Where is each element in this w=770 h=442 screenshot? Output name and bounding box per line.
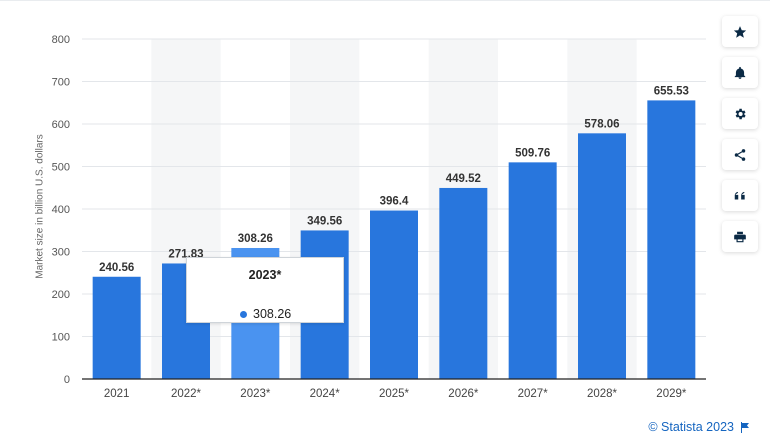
y-tick-label: 700 xyxy=(52,77,70,89)
y-tick-label: 0 xyxy=(64,374,70,386)
tooltip-value: 308.26 xyxy=(253,307,292,321)
chart-tooltip: 2023* 308.26 xyxy=(186,257,344,323)
y-tick-label: 200 xyxy=(52,289,70,301)
credit-text: © Statista 2023 xyxy=(648,420,734,434)
side-toolbar xyxy=(722,16,758,252)
y-tick-label: 800 xyxy=(52,34,70,46)
data-label: 308.26 xyxy=(238,233,273,245)
data-label: 655.53 xyxy=(654,85,689,97)
quote-icon xyxy=(734,191,745,199)
flag-icon xyxy=(741,421,749,433)
data-label: 449.52 xyxy=(446,173,481,185)
x-tick-label: 2024* xyxy=(310,388,341,400)
print-button[interactable] xyxy=(722,221,758,252)
tooltip-row: 308.26 xyxy=(240,307,291,321)
bar xyxy=(92,276,141,379)
star-icon xyxy=(733,25,747,38)
x-tick-label: 2022* xyxy=(171,388,202,400)
x-tick-label: 2029* xyxy=(656,388,687,400)
bar xyxy=(578,133,626,379)
x-tick-label: 2027* xyxy=(518,388,549,400)
gear-icon xyxy=(735,108,746,119)
share-icon xyxy=(734,148,746,161)
data-label: 349.56 xyxy=(307,215,342,227)
y-tick-label: 100 xyxy=(52,332,70,344)
cite-button[interactable] xyxy=(722,180,758,211)
bar xyxy=(508,162,557,379)
tooltip-dot-icon xyxy=(240,310,247,318)
y-tick-label: 400 xyxy=(52,204,70,216)
y-axis-label: Market size in billion U.S. dollars xyxy=(34,134,46,279)
y-tick-label: 300 xyxy=(52,247,70,259)
data-label: 240.56 xyxy=(99,262,134,274)
settings-button[interactable] xyxy=(722,98,758,129)
y-tick-label: 500 xyxy=(52,162,70,174)
bar xyxy=(647,100,696,379)
x-tick-label: 2025* xyxy=(379,388,410,400)
x-tick-label: 2023* xyxy=(240,388,271,400)
x-tick-label: 2028* xyxy=(587,388,618,400)
x-tick-label: 2021 xyxy=(104,388,130,400)
bell-icon xyxy=(734,66,746,79)
data-label: 396.4 xyxy=(380,196,409,208)
tooltip-title: 2023* xyxy=(248,268,282,282)
favorite-button[interactable] xyxy=(722,16,758,47)
x-tick-label: 2026* xyxy=(448,388,479,400)
bar xyxy=(370,210,418,379)
print-icon xyxy=(734,231,746,242)
share-button[interactable] xyxy=(722,139,758,170)
statista-credit[interactable]: © Statista 2023 xyxy=(648,420,750,434)
y-tick-label: 600 xyxy=(52,119,70,131)
data-label: 578.06 xyxy=(584,118,619,130)
bar xyxy=(439,187,488,379)
data-label: 509.76 xyxy=(515,147,550,159)
bar-chart: 0100200300400500600700800240.562021271.8… xyxy=(52,34,706,400)
notification-button[interactable] xyxy=(722,57,758,88)
